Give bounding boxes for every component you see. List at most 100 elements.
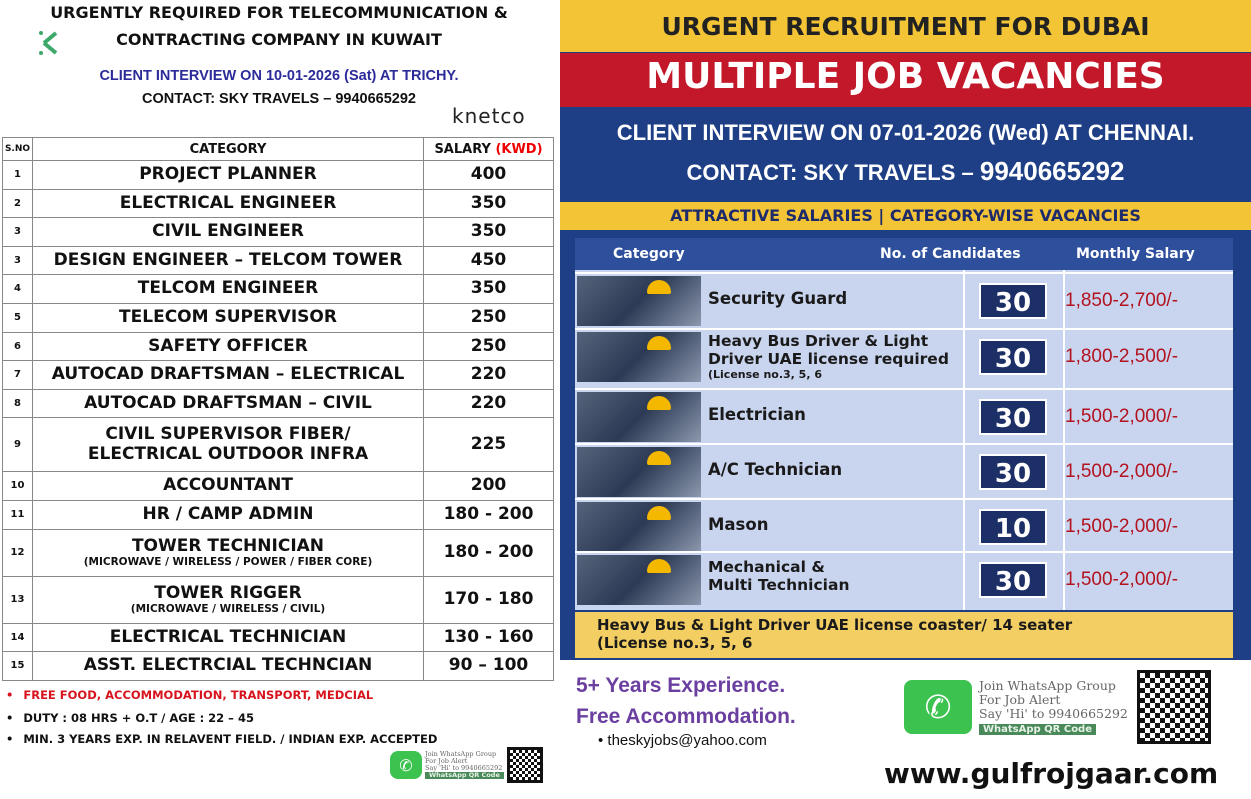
row-salary: 200 <box>423 471 554 501</box>
table-row: 12 TOWER TECHNICIAN (MICROWAVE / WIRELESS … <box>2 528 554 577</box>
table-header: Category No. of Candidates Monthly Salar… <box>575 238 1233 270</box>
row-sno: 1 <box>2 160 33 190</box>
row-category: AUTOCAD DRAFTSMAN – CIVIL <box>32 388 424 419</box>
bullet-benefits: FREE FOOD, ACCOMMODATION, TRANSPORT, MED… <box>6 688 373 702</box>
row-sno: 6 <box>2 331 33 362</box>
vacancy-row: Mason 10 1,500-2,000/- <box>575 498 1233 552</box>
banner-vacancies: MULTIPLE JOB VACANCIES <box>560 53 1251 107</box>
worker-photo <box>577 502 701 552</box>
row-sno: 5 <box>2 302 33 333</box>
monthly-salary: 1,500-2,000/- <box>1065 516 1179 537</box>
header-sno: S.NO <box>2 137 33 161</box>
row-salary: 350 <box>423 217 554 247</box>
row-salary: 450 <box>423 245 554 276</box>
email-link[interactable]: • theskyjobs@yahoo.com <box>598 732 767 749</box>
table-row: 11 HR / CAMP ADMIN 180 - 200 <box>2 499 554 530</box>
bullet-duty: DUTY : 08 HRS + O.T / AGE : 22 – 45 <box>6 711 254 725</box>
whatsapp-icon: ✆ <box>390 751 422 779</box>
experience-text: 5+ Years Experience. <box>576 674 786 697</box>
worker-photo <box>577 276 701 326</box>
table-row: 15 ASST. ELECTRCIAL TECHNCIAN 90 – 100 <box>2 651 554 681</box>
row-sno: 9 <box>2 417 33 473</box>
candidate-count: 30 <box>979 339 1047 375</box>
vacancy-row: Heavy Bus Driver & Light Driver UAE licen… <box>575 328 1233 382</box>
row-category: ACCOUNTANT <box>32 471 424 501</box>
row-sno: 3 <box>2 245 33 276</box>
row-salary: 250 <box>423 302 554 333</box>
monthly-salary: 1,500-2,000/- <box>1065 569 1179 590</box>
table-row: 3 CIVIL ENGINEER 350 <box>2 217 554 247</box>
dubai-ad: URGENT RECRUITMENT FOR DUBAI MULTIPLE JO… <box>560 0 1251 757</box>
table-row: 3 DESIGN ENGINEER – TELCOM TOWER 450 <box>2 245 554 276</box>
row-salary: 130 - 160 <box>423 622 554 653</box>
row-category: ASST. ELECTRCIAL TECHNCIAN <box>32 651 424 681</box>
table-row: 9 CIVIL SUPERVISOR FIBER/ELECTRICAL OUTDO… <box>2 417 554 473</box>
candidate-count: 30 <box>979 399 1047 435</box>
worker-photo <box>577 332 701 382</box>
website-watermark: www.gulfrojgaar.com <box>884 757 1219 790</box>
table-row: 8 AUTOCAD DRAFTSMAN – CIVIL 220 <box>2 388 554 419</box>
interview-info: CLIENT INTERVIEW ON 07-01-2026 (Wed) AT … <box>616 120 1195 145</box>
salary-table: S.NO CATEGORY SALARY (KWD) 1 PROJECT PLAN… <box>2 137 554 681</box>
row-category: PROJECT PLANNER <box>32 160 424 190</box>
worker-photo <box>577 555 701 605</box>
row-sno: 7 <box>2 360 33 390</box>
row-category: ELECTRICAL TECHNICIAN <box>32 622 424 653</box>
vacancy-row: A/C Technician 30 1,500-2,000/- <box>575 443 1233 497</box>
row-category: TOWER RIGGER (MICROWAVE / WIRELESS / CIVI… <box>32 575 424 624</box>
header-salary: SALARY (KWD) <box>423 137 554 161</box>
row-category: ELECTRICAL ENGINEER <box>32 188 424 219</box>
table-row: 10 ACCOUNTANT 200 <box>2 471 554 501</box>
worker-photo <box>577 392 701 442</box>
license-note: Heavy Bus & Light Driver UAE license coa… <box>575 612 1233 658</box>
whatsapp-promo[interactable]: ✆ Join WhatsApp Group For Job Alert Say 'H… <box>390 747 543 783</box>
row-category: SAFETY OFFICER <box>32 331 424 362</box>
worker-photo <box>577 447 701 497</box>
whatsapp-icon: ✆ <box>904 680 972 734</box>
row-category: TOWER TECHNICIAN (MICROWAVE / WIRELESS / … <box>32 528 424 577</box>
row-sno: 3 <box>2 217 33 247</box>
candidate-count: 30 <box>979 454 1047 490</box>
table-row: 4 TELCOM ENGINEER 350 <box>2 274 554 304</box>
table-row: 1 PROJECT PLANNER 400 <box>2 160 554 190</box>
vacancy-row: Mechanical & Multi Technician 30 1,500-2,00… <box>575 551 1233 605</box>
row-sno: 14 <box>2 622 33 653</box>
banner-urgent: URGENT RECRUITMENT FOR DUBAI <box>560 0 1251 52</box>
row-sno: 8 <box>2 388 33 419</box>
row-salary: 90 – 100 <box>423 651 554 681</box>
row-salary: 400 <box>423 160 554 190</box>
contact-info: CONTACT: SKY TRAVELS – 9940665292 <box>686 156 1125 186</box>
row-sno: 11 <box>2 499 33 530</box>
row-sno: 12 <box>2 528 33 577</box>
row-salary: 250 <box>423 331 554 362</box>
table-row: 7 AUTOCAD DRAFTSMAN – ELECTRICAL 220 <box>2 360 554 390</box>
title-line2: CONTRACTING COMPANY IN KUWAIT <box>116 30 442 49</box>
kuwait-ad: URGENTLY REQUIRED FOR TELECOMMUNICATION … <box>0 0 558 799</box>
row-salary: 220 <box>423 360 554 390</box>
vacancy-row: Electrician 30 1,500-2,000/- <box>575 388 1233 442</box>
qr-code[interactable] <box>1136 670 1211 744</box>
whatsapp-promo[interactable]: ✆ Join WhatsApp Group For Job Alert Say 'H… <box>904 670 1211 744</box>
accommodation-text: Free Accommodation. <box>576 705 796 728</box>
table-row: 6 SAFETY OFFICER 250 <box>2 331 554 362</box>
row-salary: 180 - 200 <box>423 499 554 530</box>
candidate-count: 30 <box>979 562 1047 598</box>
row-salary: 225 <box>423 417 554 473</box>
row-sno: 15 <box>2 651 33 681</box>
vacancy-row: Security Guard 30 1,850-2,700/- <box>575 272 1233 326</box>
row-category: CIVIL ENGINEER <box>32 217 424 247</box>
row-category: CIVIL SUPERVISOR FIBER/ELECTRICAL OUTDOO… <box>32 417 424 473</box>
row-sno: 10 <box>2 471 33 501</box>
monthly-salary: 1,800-2,500/- <box>1065 346 1179 367</box>
qr-code[interactable] <box>506 747 543 783</box>
table-row: 5 TELECOM SUPERVISOR 250 <box>2 302 554 333</box>
monthly-salary: 1,500-2,000/- <box>1065 461 1179 482</box>
row-category: TELECOM SUPERVISOR <box>32 302 424 333</box>
candidate-count: 10 <box>979 509 1047 545</box>
row-category: DESIGN ENGINEER – TELCOM TOWER <box>32 245 424 276</box>
row-category: AUTOCAD DRAFTSMAN – ELECTRICAL <box>32 360 424 390</box>
candidate-count: 30 <box>979 283 1047 319</box>
row-salary: 350 <box>423 274 554 304</box>
header-category: CATEGORY <box>32 137 424 161</box>
table-row: 2 ELECTRICAL ENGINEER 350 <box>2 188 554 219</box>
